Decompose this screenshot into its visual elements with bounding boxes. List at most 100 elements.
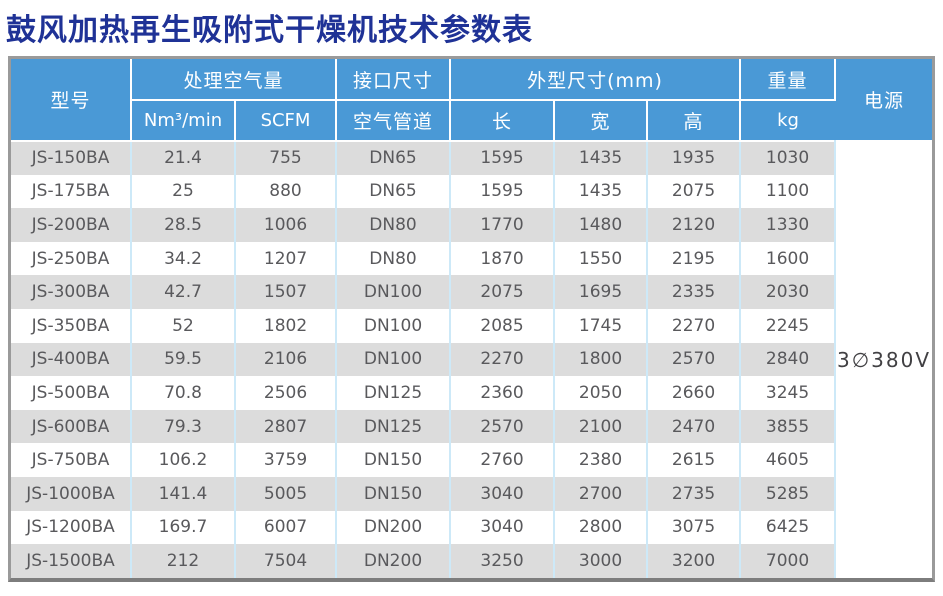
height-cell: 2195	[647, 241, 742, 276]
air-pipe-cell: DN200	[336, 544, 452, 578]
air-pipe-cell: DN100	[336, 308, 452, 343]
height-cell: 2120	[647, 208, 742, 242]
header-height: 高	[647, 100, 742, 141]
weight-kg-cell: 2245	[740, 308, 837, 343]
length-cell: 1595	[450, 174, 556, 209]
width-cell: 1435	[554, 174, 649, 209]
air-pipe-cell: DN150	[336, 443, 452, 477]
header-air-volume-group: 处理空气量	[131, 59, 338, 101]
width-cell: 3000	[554, 544, 649, 578]
nm3-per-min-cell: 59.5	[131, 342, 236, 377]
height-cell: 1935	[647, 140, 742, 175]
weight-kg-cell: 2030	[740, 275, 837, 309]
weight-kg-cell: 4605	[740, 443, 837, 477]
table-row: JS-175BA 25 880 DN65 1595 1435 2075 1100	[11, 174, 932, 209]
nm3-per-min-cell: 34.2	[131, 241, 236, 276]
scfm-cell: 1207	[235, 241, 338, 276]
air-pipe-cell: DN80	[336, 241, 452, 276]
spec-table-frame: 型号 处理空气量 接口尺寸 外型尺寸(mm) 重量 电源 Nm³/min SCF…	[8, 56, 935, 582]
scfm-cell: 1507	[235, 275, 338, 309]
model-cell: JS-150BA	[11, 140, 132, 175]
table-body: JS-150BA 21.4 755 DN65 1595 1435 1935 1030 3∅380…	[11, 140, 933, 578]
width-cell: 1480	[554, 208, 649, 242]
header-unit-kg: kg	[740, 100, 836, 141]
weight-kg-cell: 1030	[740, 140, 837, 175]
air-pipe-cell: DN150	[336, 476, 452, 511]
length-cell: 3250	[450, 544, 556, 578]
table-header: 型号 处理空气量 接口尺寸 外型尺寸(mm) 重量 电源 Nm³/min SCF…	[11, 59, 933, 141]
length-cell: 2085	[450, 308, 556, 343]
scfm-cell: 5005	[235, 476, 338, 511]
model-cell: JS-250BA	[11, 241, 132, 276]
length-cell: 1770	[450, 208, 556, 242]
header-power: 电源	[835, 59, 933, 141]
header-unit-nm3min: Nm³/min	[131, 100, 236, 141]
nm3-per-min-cell: 79.3	[131, 409, 236, 444]
table-row: JS-400BA 59.5 2106 DN100 2270 1800 2570 2840	[11, 342, 932, 377]
weight-kg-cell: 6425	[740, 510, 837, 545]
height-cell: 2735	[647, 476, 742, 511]
height-cell: 2570	[647, 342, 742, 377]
model-cell: JS-1000BA	[11, 476, 132, 511]
length-cell: 2570	[450, 409, 556, 444]
width-cell: 1550	[554, 241, 649, 276]
height-cell: 3075	[647, 510, 742, 545]
table-row: JS-600BA 79.3 2807 DN125 2570 2100 2470 3855	[11, 409, 932, 444]
scfm-cell: 7504	[235, 544, 338, 578]
nm3-per-min-cell: 106.2	[131, 443, 236, 477]
table-row: JS-1200BA 169.7 6007 DN200 3040 2800 3075 6425	[11, 510, 932, 545]
scfm-cell: 1006	[235, 208, 338, 242]
width-cell: 1695	[554, 275, 649, 309]
width-cell: 2050	[554, 376, 649, 410]
nm3-per-min-cell: 169.7	[131, 510, 236, 545]
table-row: JS-300BA 42.7 1507 DN100 2075 1695 2335 2030	[11, 275, 932, 309]
table-row: JS-750BA 106.2 3759 DN150 2760 2380 2615 4605	[11, 443, 932, 477]
air-pipe-cell: DN65	[336, 140, 452, 175]
width-cell: 2700	[554, 476, 649, 511]
model-cell: JS-600BA	[11, 409, 132, 444]
length-cell: 3040	[450, 476, 556, 511]
nm3-per-min-cell: 28.5	[131, 208, 236, 242]
model-cell: JS-300BA	[11, 275, 132, 309]
height-cell: 2660	[647, 376, 742, 410]
scfm-cell: 6007	[235, 510, 338, 545]
header-model: 型号	[11, 59, 132, 141]
nm3-per-min-cell: 25	[131, 174, 236, 209]
scfm-cell: 3759	[235, 443, 338, 477]
model-cell: JS-1200BA	[11, 510, 132, 545]
nm3-per-min-cell: 212	[131, 544, 236, 578]
air-pipe-cell: DN125	[336, 409, 452, 444]
header-unit-row: Nm³/min SCFM 空气管道 长 宽 高 kg	[11, 100, 932, 141]
scfm-cell: 2807	[235, 409, 338, 444]
table-row: JS-1500BA 212 7504 DN200 3250 3000 3200 7000	[11, 544, 932, 578]
header-dimensions-group: 外型尺寸(mm)	[450, 59, 742, 101]
weight-kg-cell: 2840	[740, 342, 837, 377]
header-unit-scfm: SCFM	[235, 100, 338, 141]
model-cell: JS-500BA	[11, 376, 132, 410]
table-row: JS-350BA 52 1802 DN100 2085 1745 2270 2245	[11, 308, 932, 343]
length-cell: 1595	[450, 140, 556, 175]
width-cell: 1745	[554, 308, 649, 343]
weight-kg-cell: 3855	[740, 409, 837, 444]
length-cell: 2270	[450, 342, 556, 377]
air-pipe-cell: DN80	[336, 208, 452, 242]
weight-kg-cell: 1330	[740, 208, 837, 242]
width-cell: 2380	[554, 443, 649, 477]
header-width: 宽	[554, 100, 649, 141]
nm3-per-min-cell: 21.4	[131, 140, 236, 175]
spec-table: 型号 处理空气量 接口尺寸 外型尺寸(mm) 重量 电源 Nm³/min SCF…	[11, 59, 933, 578]
scfm-cell: 1802	[235, 308, 338, 343]
weight-kg-cell: 5285	[740, 476, 837, 511]
nm3-per-min-cell: 42.7	[131, 275, 236, 309]
page-title: 鼓风加热再生吸附式干燥机技术参数表	[6, 13, 533, 48]
height-cell: 3200	[647, 544, 742, 578]
model-cell: JS-350BA	[11, 308, 132, 343]
power-value-cell: 3∅380V	[835, 140, 933, 578]
height-cell: 2335	[647, 275, 742, 309]
width-cell: 1800	[554, 342, 649, 377]
width-cell: 2800	[554, 510, 649, 545]
model-cell: JS-1500BA	[11, 544, 132, 578]
length-cell: 1870	[450, 241, 556, 276]
scfm-cell: 2106	[235, 342, 338, 377]
header-length: 长	[450, 100, 556, 141]
